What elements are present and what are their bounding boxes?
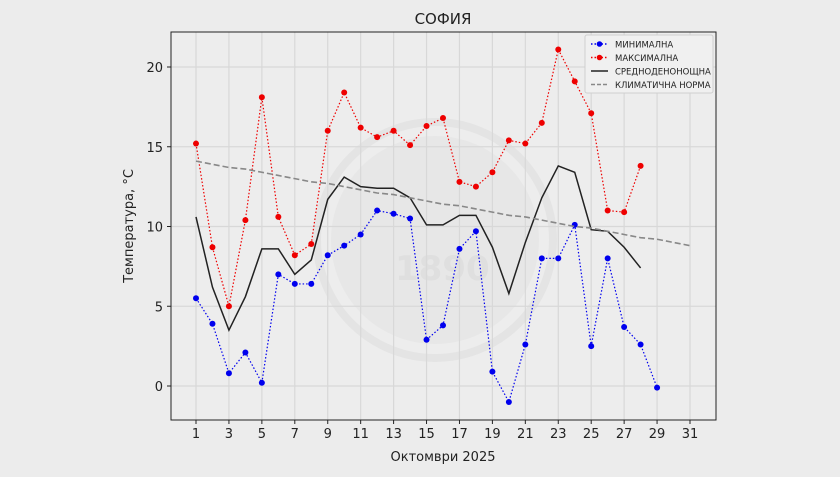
- x-tick-label: 17: [451, 427, 468, 442]
- data-point-max: [390, 127, 397, 134]
- data-point-min: [505, 398, 512, 405]
- data-point-min: [390, 210, 397, 217]
- data-point-min: [209, 320, 216, 327]
- watermark-year: 1890: [395, 249, 490, 289]
- x-tick-label: 31: [682, 427, 699, 442]
- data-point-max: [324, 127, 331, 134]
- data-point-max: [225, 303, 232, 310]
- data-point-max: [341, 89, 348, 96]
- series-line-max: [195, 47, 642, 307]
- data-point-min: [538, 255, 545, 262]
- x-tick-label: 15: [418, 427, 435, 442]
- data-point-min: [193, 295, 199, 302]
- data-point-max: [357, 124, 364, 131]
- legend: МИНИМАЛНА МАКСИМАЛНА СРЕДНОДЕНОНОЩНА КЛИМАТ…: [584, 34, 714, 94]
- data-point-min: [374, 207, 381, 214]
- data-point-max: [440, 115, 446, 122]
- y-tick-label: 15: [146, 141, 163, 156]
- y-tick-label: 5: [155, 300, 163, 315]
- legend-marker-1: [596, 54, 603, 61]
- x-tick-label: 19: [484, 427, 501, 442]
- data-point-min: [357, 231, 364, 238]
- data-point-min: [324, 252, 331, 259]
- data-point-min: [341, 242, 348, 249]
- data-point-max: [456, 178, 463, 185]
- data-point-min: [571, 221, 578, 228]
- legend-label: КЛИМАТИЧНА НОРМА: [615, 81, 711, 91]
- series-line-norm: [195, 160, 691, 247]
- data-point-max: [571, 78, 578, 85]
- legend-label: МИНИМАЛНА: [615, 41, 673, 51]
- legend-label: МАКСИМАЛНА: [615, 54, 678, 64]
- data-point-min: [407, 215, 414, 222]
- data-point-max: [472, 183, 479, 190]
- data-point-max: [489, 169, 496, 176]
- data-point-min: [308, 280, 315, 287]
- data-point-min: [604, 255, 611, 262]
- data-point-max: [308, 241, 315, 248]
- series-line-mean: [195, 164, 642, 333]
- legend-marker-0: [596, 41, 603, 47]
- legend-box: [584, 34, 714, 94]
- y-tick-label: 10: [146, 221, 163, 236]
- data-point-min: [242, 349, 249, 356]
- data-point-max: [423, 123, 430, 130]
- x-tick-label: 1: [192, 427, 200, 442]
- y-tick-label: 0: [155, 380, 163, 395]
- data-point-min: [489, 368, 496, 375]
- data-point-min: [472, 228, 479, 235]
- x-axis-label: Октомври 2025: [391, 450, 496, 465]
- data-point-max: [407, 142, 414, 149]
- data-point-max: [604, 207, 611, 214]
- data-point-min: [621, 323, 628, 330]
- x-tick-label: 23: [550, 427, 567, 442]
- y-tick-label: 20: [146, 61, 163, 76]
- x-tick-label: 11: [352, 427, 369, 442]
- data-point-min: [275, 271, 282, 278]
- data-point-max: [209, 244, 216, 251]
- data-point-max: [275, 213, 282, 220]
- x-tick-label: 29: [649, 427, 666, 442]
- data-point-max: [258, 94, 265, 101]
- data-point-min: [291, 280, 298, 287]
- data-point-min: [423, 336, 430, 343]
- data-point-min: [225, 370, 232, 377]
- data-point-max: [538, 119, 545, 126]
- data-point-min: [258, 379, 265, 386]
- data-point-max: [588, 110, 595, 117]
- data-point-min: [555, 255, 562, 262]
- x-tick-label: 21: [517, 427, 534, 442]
- x-tick-label: 3: [225, 427, 233, 442]
- x-tick-label: 27: [616, 427, 633, 442]
- x-tick-label: 13: [385, 427, 402, 442]
- legend-label: СРЕДНОДЕНОНОЩНА: [615, 68, 711, 78]
- y-axis-label: Температура, °C: [122, 169, 137, 284]
- data-point-min: [654, 384, 661, 391]
- data-point-min: [588, 343, 595, 350]
- data-point-max: [621, 209, 628, 216]
- data-point-max: [291, 252, 298, 259]
- data-point-min: [637, 341, 644, 348]
- data-point-min: [522, 341, 529, 348]
- data-point-max: [242, 217, 249, 224]
- data-point-max: [505, 137, 512, 144]
- chart-title: СОФИЯ: [415, 10, 472, 28]
- data-point-max: [522, 140, 529, 147]
- x-tick-label: 9: [324, 427, 332, 442]
- x-tick-label: 5: [258, 427, 266, 442]
- x-tick-label: 7: [291, 427, 299, 442]
- data-point-max: [637, 162, 644, 169]
- data-point-max: [374, 134, 381, 141]
- data-point-min: [440, 322, 446, 329]
- data-point-max: [193, 140, 199, 147]
- data-point-min: [456, 245, 463, 252]
- x-tick-label: 25: [583, 427, 600, 442]
- data-point-max: [555, 46, 562, 53]
